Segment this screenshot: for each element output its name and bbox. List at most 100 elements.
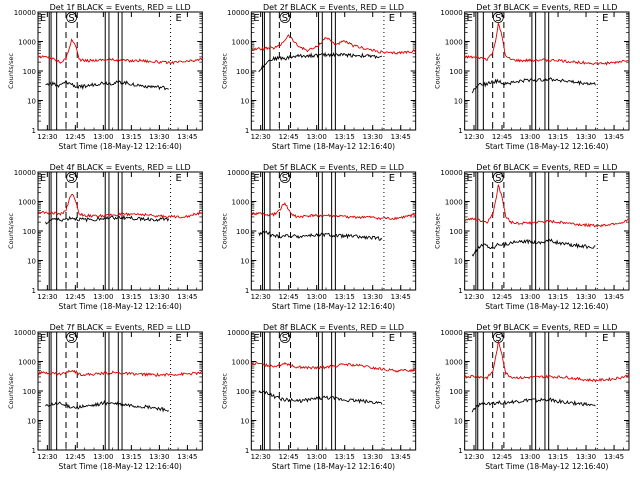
annotation-start-circle — [279, 12, 291, 23]
y-tick-label: 1 — [458, 287, 462, 295]
x-tick-label: 13:30 — [576, 133, 596, 141]
annotation-end-left: E — [467, 13, 473, 24]
y-tick-label: 100 — [449, 68, 462, 76]
x-tick-label: 12:45 — [65, 453, 85, 461]
y-axis-title: Counts/sec — [7, 373, 15, 409]
panel-title: Det 9f BLACK = Events, RED = LLD — [476, 323, 617, 332]
x-tick-label: 13:15 — [121, 133, 141, 141]
annotation-start-circle — [66, 12, 78, 23]
y-tick-label: 10000 — [227, 169, 249, 177]
plot-frame — [250, 331, 417, 451]
panel-title: Det 7f BLACK = Events, RED = LLD — [50, 323, 191, 332]
y-tick-label: 10 — [27, 418, 36, 426]
lld-series-line — [250, 34, 416, 55]
x-tick-label: 12:45 — [65, 293, 85, 301]
plot-frame — [37, 331, 203, 451]
x-tick-label: 12:45 — [492, 293, 512, 301]
y-tick-label: 10000 — [440, 329, 462, 337]
annotation-end: E — [602, 13, 608, 24]
x-tick-label: 12:30 — [37, 133, 57, 141]
x-tick-label: 12:30 — [464, 293, 484, 301]
lld-series-line — [250, 361, 417, 373]
annotation-end: E — [175, 333, 181, 344]
plot-frame — [464, 331, 630, 451]
panel-title: Det 6f BLACK = Events, RED = LLD — [476, 163, 617, 172]
detector-panel-8: Det 8f BLACK = Events, RED = LLD 1 10 100 10… — [220, 323, 417, 471]
x-tick-label: 13:15 — [335, 293, 355, 301]
y-tick-label: 10000 — [227, 329, 249, 337]
annotation-start-circle — [279, 172, 291, 183]
panel-title: Det 3f BLACK = Events, RED = LLD — [476, 3, 617, 12]
panel-title: Det 8f BLACK = Events, RED = LLD — [263, 323, 404, 332]
annotation-start: S — [68, 173, 74, 184]
x-tick-label: 12:45 — [279, 293, 299, 301]
x-tick-label: 12:30 — [37, 293, 57, 301]
x-tick-label: 13:15 — [121, 293, 141, 301]
x-tick-label: 13:30 — [149, 293, 169, 301]
detector-panel-7: Det 7f BLACK = Events, RED = LLD 1 10 100 10… — [7, 323, 203, 471]
y-tick-label: 10 — [240, 258, 249, 266]
y-tick-label: 1 — [458, 127, 462, 135]
x-tick-label: 12:45 — [492, 453, 512, 461]
x-tick-label: 13:15 — [335, 133, 355, 141]
events-series-line — [471, 237, 596, 257]
x-tick-label: 13:00 — [307, 133, 327, 141]
x-tick-label: 13:45 — [177, 293, 197, 301]
x-tick-label: 13:15 — [335, 453, 355, 461]
y-tick-label: 100 — [449, 228, 462, 236]
x-axis-title: Start Time (18-May-12 12:16:40) — [485, 142, 608, 151]
annotation-end: E — [389, 333, 395, 344]
annotation-end: E — [175, 13, 181, 24]
y-tick-label: 1 — [32, 127, 36, 135]
y-tick-label: 1 — [458, 447, 462, 455]
plot-frame — [250, 171, 417, 291]
events-series-line — [45, 214, 170, 225]
lld-series-line — [250, 202, 417, 221]
x-tick-label: 13:15 — [548, 293, 568, 301]
panel-title: Det 1f BLACK = Events, RED = LLD — [50, 3, 191, 12]
y-tick-label: 10000 — [14, 169, 36, 177]
y-tick-label: 100 — [23, 68, 36, 76]
y-tick-label: 10000 — [227, 9, 249, 17]
plot-frame — [37, 171, 203, 291]
y-tick-label: 1000 — [232, 199, 250, 207]
x-tick-label: 13:00 — [307, 293, 327, 301]
x-axis-title: Start Time (18-May-12 12:16:40) — [59, 142, 182, 151]
y-tick-label: 1 — [245, 447, 249, 455]
x-axis-title: Start Time (18-May-12 12:16:40) — [485, 462, 608, 471]
x-tick-label: 12:45 — [492, 133, 512, 141]
y-tick-label: 1 — [245, 287, 249, 295]
panel-title: Det 5f BLACK = Events, RED = LLD — [263, 163, 404, 172]
x-tick-label: 13:45 — [604, 453, 624, 461]
annotation-start-circle — [279, 332, 291, 343]
annotation-end-left: E — [40, 333, 46, 344]
y-tick-label: 10 — [454, 98, 463, 106]
y-tick-label: 1000 — [445, 359, 463, 367]
x-tick-label: 13:00 — [520, 453, 540, 461]
events-series-line — [471, 397, 596, 413]
x-axis-title: Start Time (18-May-12 12:16:40) — [272, 302, 395, 311]
y-tick-label: 100 — [236, 228, 249, 236]
events-series-line — [258, 51, 383, 73]
x-tick-label: 12:45 — [279, 453, 299, 461]
x-axis-title: Start Time (18-May-12 12:16:40) — [272, 462, 395, 471]
x-tick-label: 13:00 — [93, 293, 113, 301]
annotation-end-left: E — [467, 333, 473, 344]
y-tick-label: 10 — [454, 258, 463, 266]
y-tick-label: 100 — [449, 388, 462, 396]
annotation-end: E — [389, 13, 395, 24]
y-tick-label: 1 — [32, 447, 36, 455]
y-tick-label: 10 — [454, 418, 463, 426]
annotation-end-left: E — [40, 13, 46, 24]
annotation-end-left: E — [40, 173, 46, 184]
x-tick-label: 12:30 — [251, 133, 271, 141]
x-tick-label: 13:00 — [93, 453, 113, 461]
y-axis-title: Counts/sec — [220, 53, 228, 89]
y-tick-label: 10 — [240, 98, 249, 106]
y-tick-label: 10000 — [14, 329, 36, 337]
x-tick-label: 12:45 — [279, 133, 299, 141]
x-tick-label: 12:30 — [251, 293, 271, 301]
events-series-line — [258, 390, 383, 405]
x-tick-label: 13:00 — [520, 133, 540, 141]
